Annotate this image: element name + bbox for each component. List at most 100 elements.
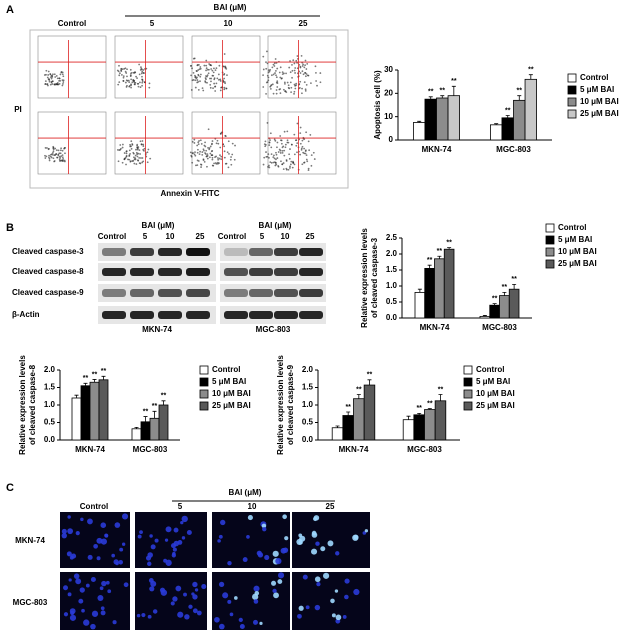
event-dot (263, 156, 266, 159)
nucleus (184, 614, 190, 620)
event-dot (222, 65, 225, 68)
event-dot (132, 71, 135, 74)
event-dot (119, 148, 122, 151)
event-dot (55, 152, 58, 155)
event-dot (223, 86, 226, 89)
blot-band (102, 268, 126, 276)
event-dot (61, 84, 64, 87)
nucleus (147, 552, 153, 558)
error-bar (346, 411, 351, 416)
event-dot (279, 152, 282, 154)
nucleus (247, 515, 253, 521)
event-dot (120, 67, 123, 70)
nucleus (164, 538, 169, 542)
error-bar (451, 85, 456, 96)
bar (508, 288, 520, 319)
event-dot (140, 157, 142, 159)
event-dot (56, 77, 59, 80)
blot-band (274, 248, 298, 256)
event-dot (267, 69, 270, 72)
nucleus (69, 614, 77, 621)
event-dot (229, 158, 232, 161)
event-dot (293, 90, 296, 93)
event-dot (205, 69, 207, 72)
nucleus (214, 616, 220, 623)
event-dot (262, 55, 265, 58)
bar (413, 414, 425, 441)
event-dot (265, 156, 268, 158)
event-dot (219, 154, 221, 157)
nucleus (302, 574, 308, 580)
event-dot (272, 161, 275, 164)
event-dot (195, 70, 198, 72)
bar (414, 291, 426, 319)
event-dot (283, 130, 286, 133)
event-dot (209, 86, 212, 89)
y-axis-label: PI (14, 105, 22, 114)
event-dot (44, 154, 46, 157)
event-dot (223, 150, 226, 153)
nucleus (253, 585, 260, 592)
event-dot (134, 83, 136, 86)
nucleus (100, 606, 105, 611)
event-dot (130, 140, 133, 143)
nucleus (311, 548, 318, 555)
nucleus (111, 553, 115, 558)
event-dot (307, 140, 310, 143)
event-dot (138, 63, 141, 66)
bar (71, 397, 82, 441)
nucleus (344, 594, 349, 600)
nucleus (252, 619, 258, 625)
event-dot (206, 68, 209, 71)
event-dot (294, 87, 297, 90)
error-bar (502, 292, 507, 296)
event-dot (139, 140, 142, 143)
nucleus (229, 612, 234, 617)
nucleus (75, 578, 82, 585)
nucleus (100, 522, 107, 528)
event-dot (54, 147, 57, 150)
significance-label: ** (502, 284, 508, 291)
bar (489, 304, 500, 319)
event-dot (44, 80, 47, 83)
event-dot (60, 70, 63, 73)
event-dot (58, 79, 60, 82)
nucleus (194, 588, 199, 592)
event-dot (208, 156, 211, 159)
event-dot (273, 154, 275, 157)
event-dot (136, 148, 139, 151)
y-axis-label: Apoptosis cell (%) (373, 70, 382, 140)
event-dot (206, 74, 209, 77)
nucleus (192, 581, 198, 588)
event-dot (141, 157, 144, 159)
event-dot (197, 74, 200, 77)
event-dot (198, 63, 200, 66)
nucleus (238, 617, 243, 622)
event-dot (61, 160, 64, 162)
event-dot (293, 69, 296, 72)
legend-label: 10 μM BAI (212, 389, 251, 398)
nucleus (272, 588, 277, 594)
nucleus (78, 598, 84, 604)
y-tick-label: 2.0 (44, 365, 56, 374)
event-dot (141, 78, 143, 81)
event-dot (52, 73, 54, 76)
event-dot (189, 151, 192, 154)
event-dot (286, 130, 289, 133)
event-dot (304, 75, 307, 78)
event-dot (130, 86, 132, 89)
event-dot (291, 63, 293, 66)
event-dot (125, 72, 128, 74)
event-dot (309, 134, 312, 136)
event-dot (288, 153, 291, 156)
event-dot (204, 80, 207, 83)
treatment-label: BAI (μM) (229, 488, 262, 497)
event-dot (280, 77, 283, 80)
nucleus (254, 590, 260, 596)
x-tick-label: MGC-803 (407, 445, 442, 454)
nucleus (316, 581, 321, 587)
event-dot (52, 147, 55, 149)
event-dot (118, 64, 120, 67)
nucleus (63, 612, 69, 617)
event-dot (50, 153, 53, 156)
